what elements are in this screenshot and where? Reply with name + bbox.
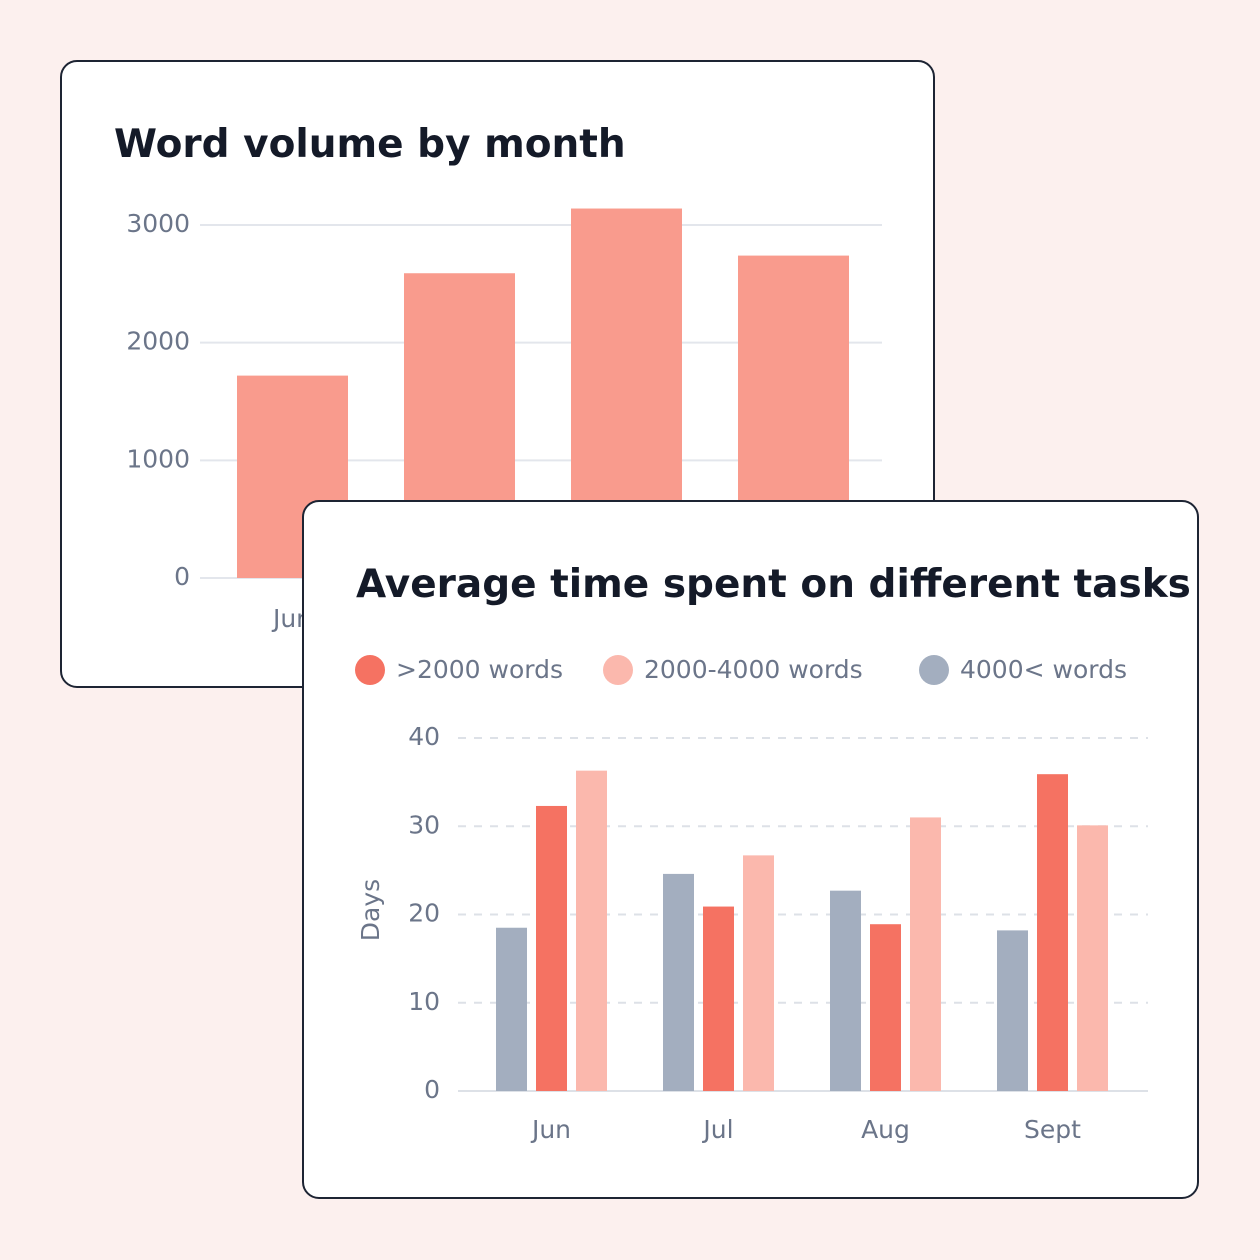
x-tick-label: Sept bbox=[1024, 1115, 1081, 1144]
bar bbox=[910, 817, 941, 1091]
y-tick-label: 2000 bbox=[126, 327, 190, 356]
bar bbox=[1077, 825, 1108, 1091]
y-tick-label: 3000 bbox=[126, 209, 190, 238]
legend-label: 2000-4000 words bbox=[644, 655, 863, 684]
bar bbox=[870, 924, 901, 1091]
legend-label: 4000< words bbox=[960, 655, 1127, 684]
bar bbox=[997, 930, 1028, 1091]
bar bbox=[1037, 774, 1068, 1091]
y-tick-label: 20 bbox=[408, 899, 440, 928]
y-tick-label: 1000 bbox=[126, 444, 190, 473]
chart-title: Word volume by month bbox=[114, 122, 626, 167]
x-tick-label: Jun bbox=[530, 1115, 571, 1144]
x-tick-label: Jul bbox=[701, 1115, 733, 1144]
legend-label: >2000 words bbox=[396, 655, 563, 684]
bar bbox=[703, 906, 734, 1091]
chart-title: Average time spent on different tasks bbox=[356, 562, 1191, 607]
y-tick-label: 30 bbox=[408, 810, 440, 839]
bar bbox=[830, 890, 861, 1091]
y-axis-label: Days bbox=[356, 879, 385, 941]
bar bbox=[576, 770, 607, 1091]
bar bbox=[743, 855, 774, 1091]
legend-swatch bbox=[603, 655, 633, 685]
bar bbox=[496, 927, 527, 1091]
legend-swatch bbox=[355, 655, 385, 685]
y-tick-label: 0 bbox=[424, 1075, 440, 1104]
bar bbox=[663, 873, 694, 1091]
legend-swatch bbox=[919, 655, 949, 685]
x-tick-label: Aug bbox=[861, 1115, 910, 1144]
bar bbox=[536, 805, 567, 1091]
y-tick-label: 0 bbox=[174, 562, 190, 591]
y-tick-label: 10 bbox=[408, 987, 440, 1016]
chart: Average time spent on different tasks Da… bbox=[355, 562, 1191, 1144]
y-tick-label: 40 bbox=[408, 722, 440, 751]
